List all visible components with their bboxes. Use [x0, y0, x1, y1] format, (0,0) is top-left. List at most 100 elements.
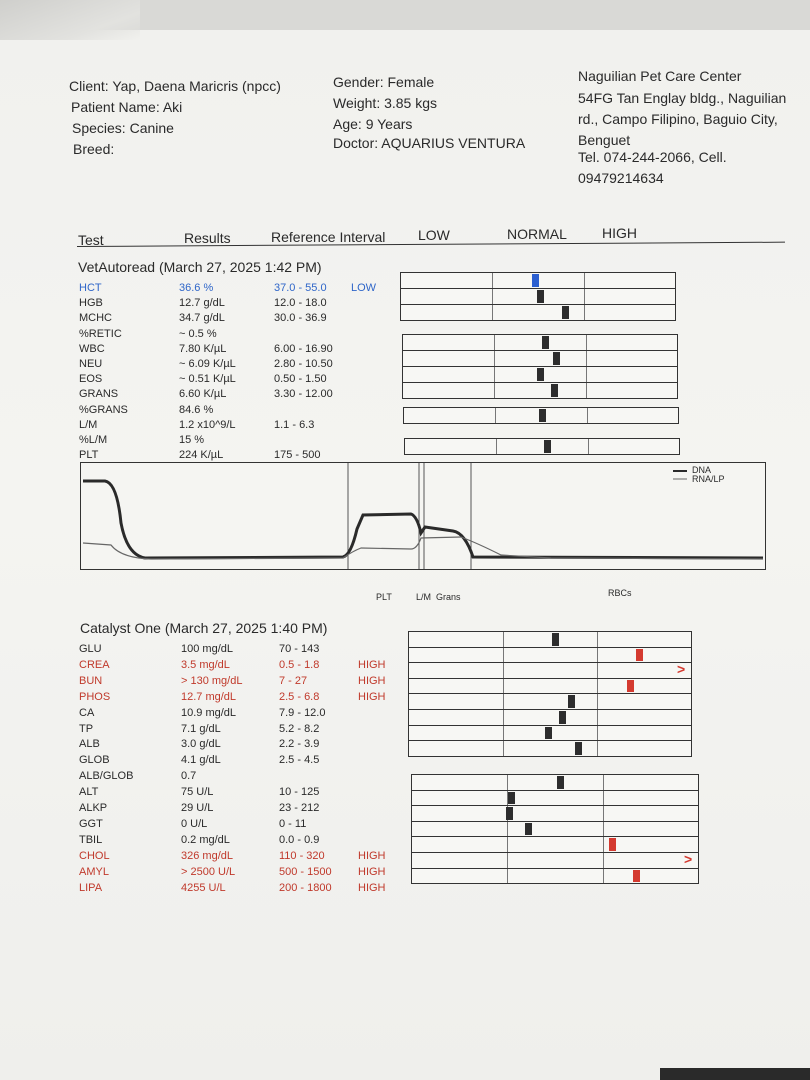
result-row: AMYL > 2500 U/L 500 - 1500 HIGH — [79, 865, 389, 880]
result-value: 34.7 g/dL — [179, 312, 225, 325]
result-row: EOS ~ 0.51 K/µL 0.50 - 1.50 — [79, 372, 389, 387]
bar-divider — [503, 647, 504, 663]
bar-divider — [597, 632, 598, 647]
range-bar — [411, 836, 699, 853]
test-name: ALB/GLOB — [79, 770, 134, 783]
range-bar — [400, 304, 676, 321]
bar-divider — [507, 821, 509, 837]
bar-divider — [503, 710, 504, 725]
bar-divider — [597, 678, 598, 694]
doctor: Doctor: AQUARIUS VENTURA — [333, 135, 526, 151]
result-value: 15 % — [179, 434, 205, 446]
reference-interval: 2.5 - 4.5 — [279, 754, 320, 767]
test-name: HCT — [79, 282, 102, 294]
bar-divider — [585, 383, 587, 398]
level-marker — [508, 791, 516, 805]
result-value: 1.2 x10^9/L — [179, 418, 236, 431]
reference-interval: 70 - 143 — [279, 643, 320, 655]
range-bar — [408, 724, 692, 742]
test-name: GLU — [79, 643, 102, 655]
result-value: 3.0 g/dL — [181, 738, 221, 751]
bar-divider — [583, 273, 585, 288]
result-value: 12.7 g/dL — [179, 297, 225, 310]
result-flag: HIGH — [358, 674, 386, 687]
range-bar — [403, 407, 679, 424]
result-row: CA 10.9 mg/dL 7.9 - 12.0 — [79, 706, 389, 721]
col-high: HIGH — [602, 225, 637, 241]
cell-histogram: DNA RNA/LP — [80, 462, 766, 570]
level-marker — [541, 336, 549, 349]
result-value: > 2500 U/L — [181, 865, 236, 878]
range-bar — [411, 867, 699, 885]
gender: Gender: Female — [333, 74, 435, 90]
reference-interval: 2.5 - 6.8 — [279, 690, 320, 703]
bar-divider — [495, 408, 497, 423]
result-row: LIPA 4255 U/L 200 - 1800 HIGH — [79, 881, 389, 896]
reference-interval: 7.9 - 12.0 — [279, 706, 326, 719]
bar-divider — [494, 335, 496, 350]
test-name: %L/M — [79, 434, 108, 446]
result-row: CREA 3.5 mg/dL 0.5 - 1.8 HIGH — [79, 658, 389, 673]
reference-interval: 110 - 320 — [279, 849, 325, 862]
test-name: L/M — [79, 418, 98, 431]
hist-label-rbcs: RBCs — [608, 588, 632, 598]
test-name: ALKP — [79, 802, 108, 814]
range-bar — [408, 740, 692, 757]
result-row: HGB 12.7 g/dL 12.0 - 18.0 — [79, 296, 389, 311]
level-marker — [567, 695, 575, 708]
bottom-edge — [660, 1068, 810, 1080]
result-flag: HIGH — [358, 849, 386, 862]
result-row: ALB 3.0 g/dL 2.2 - 3.9 — [79, 737, 389, 752]
reference-interval: 23 - 212 — [279, 802, 320, 814]
torn-corner — [0, 0, 140, 40]
bar-divider — [507, 775, 509, 790]
result-row: %RETIC ~ 0.5 % — [79, 327, 389, 342]
level-marker — [551, 633, 559, 646]
reference-interval: 12.0 - 18.0 — [274, 297, 327, 310]
result-value: 0.2 mg/dL — [181, 833, 230, 846]
result-value: 84.6 % — [179, 403, 214, 416]
hist-label-grans: Grans — [436, 592, 461, 602]
hist-label-lm: L/M — [416, 592, 432, 602]
result-value: ~ 0.51 K/µL — [179, 373, 236, 386]
test-name: HGB — [79, 297, 103, 310]
result-value: 4.1 g/dL — [181, 754, 221, 767]
bar-divider — [587, 439, 589, 454]
reference-interval: 175 - 500 — [274, 449, 321, 462]
test-name: GGT — [79, 817, 103, 830]
result-value: ~ 0.5 % — [179, 327, 217, 340]
bar-divider — [597, 647, 598, 663]
reference-interval: 30.0 - 36.9 — [274, 312, 327, 325]
reference-interval: 7 - 27 — [279, 674, 308, 687]
result-value: 100 mg/dL — [181, 643, 233, 655]
test-name: AMYL — [79, 865, 109, 878]
result-flag: LOW — [351, 282, 377, 294]
result-row: %GRANS 84.6 % — [79, 403, 389, 418]
test-name: NEU — [79, 358, 103, 370]
bar-divider — [585, 351, 587, 366]
range-bar — [404, 438, 680, 455]
reference-interval: 500 - 1500 — [279, 865, 332, 878]
test-name: BUN — [79, 674, 103, 687]
level-marker — [537, 368, 544, 381]
level-marker — [562, 306, 570, 319]
reference-interval: 200 - 1800 — [279, 881, 332, 894]
bar-divider — [585, 367, 587, 382]
bar-divider — [503, 694, 504, 709]
level-marker — [559, 711, 567, 724]
range-bar — [400, 272, 676, 289]
result-row: ALB/GLOB 0.7 — [79, 769, 389, 784]
result-value: 224 K/µL — [179, 449, 224, 462]
level-marker — [543, 440, 551, 453]
result-row: NEU ~ 6.09 K/µL 2.80 - 10.50 — [79, 357, 389, 372]
reference-interval: 2.80 - 10.50 — [274, 358, 333, 370]
bar-divider — [507, 837, 509, 852]
catalyst-title: Catalyst One (March 27, 2025 1:40 PM) — [80, 620, 328, 636]
bar-divider — [585, 335, 587, 350]
over-range-arrow-icon: > — [677, 661, 686, 678]
bar-divider — [492, 289, 494, 304]
range-bar — [408, 709, 692, 726]
range-bar — [411, 774, 699, 791]
range-bar — [408, 646, 692, 664]
level-marker — [538, 409, 546, 422]
